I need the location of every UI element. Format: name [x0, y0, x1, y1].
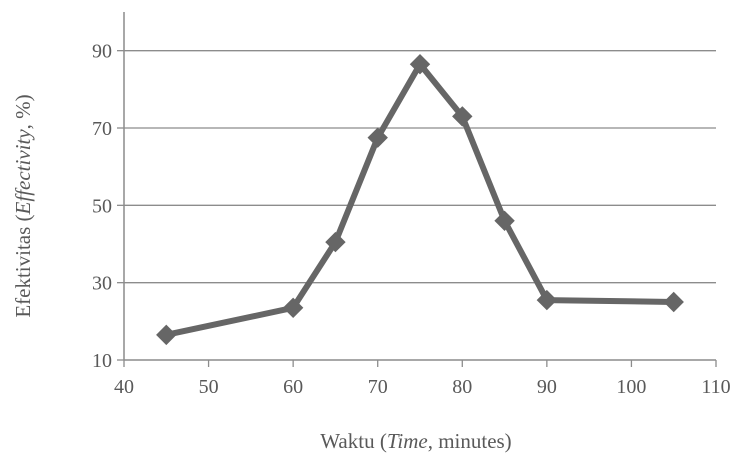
x-axis-title: Waktu (Time, minutes) [320, 429, 511, 453]
y-tick-label: 50 [92, 195, 112, 217]
data-point-marker [494, 210, 515, 232]
x-tick-label: 100 [616, 376, 646, 398]
x-tick-label: 50 [199, 376, 219, 398]
gridlines [124, 50, 716, 284]
data-point-marker [325, 231, 346, 253]
data-point-marker [452, 106, 473, 127]
y-tick-label: 10 [92, 350, 112, 372]
x-tick-label: 110 [701, 376, 730, 398]
y-axis-title: Efektivitas (Effectivity, %) [11, 94, 35, 317]
y-tick-label: 30 [92, 273, 112, 295]
tick-labels: 10 30 50 70 90 40 50 60 70 80 90 100 110 [92, 41, 731, 398]
axes [117, 12, 717, 367]
x-tick-label: 40 [114, 376, 134, 398]
series-line [163, 61, 677, 338]
y-tick-label: 90 [92, 41, 112, 63]
data-point-marker [409, 53, 431, 75]
data-series [156, 53, 684, 346]
data-point-marker [663, 291, 684, 313]
x-tick-label: 80 [452, 376, 472, 398]
axis-titles: Waktu (Time, minutes) Efektivitas (Effect… [11, 94, 512, 453]
x-tick-label: 60 [283, 376, 303, 398]
x-tick-label: 90 [537, 376, 557, 398]
data-point-marker [536, 289, 558, 311]
x-tick-label: 70 [368, 376, 388, 398]
y-tick-label: 70 [92, 118, 112, 140]
data-point-marker [282, 297, 304, 319]
data-point-marker [367, 127, 388, 148]
data-point-marker [156, 324, 177, 346]
